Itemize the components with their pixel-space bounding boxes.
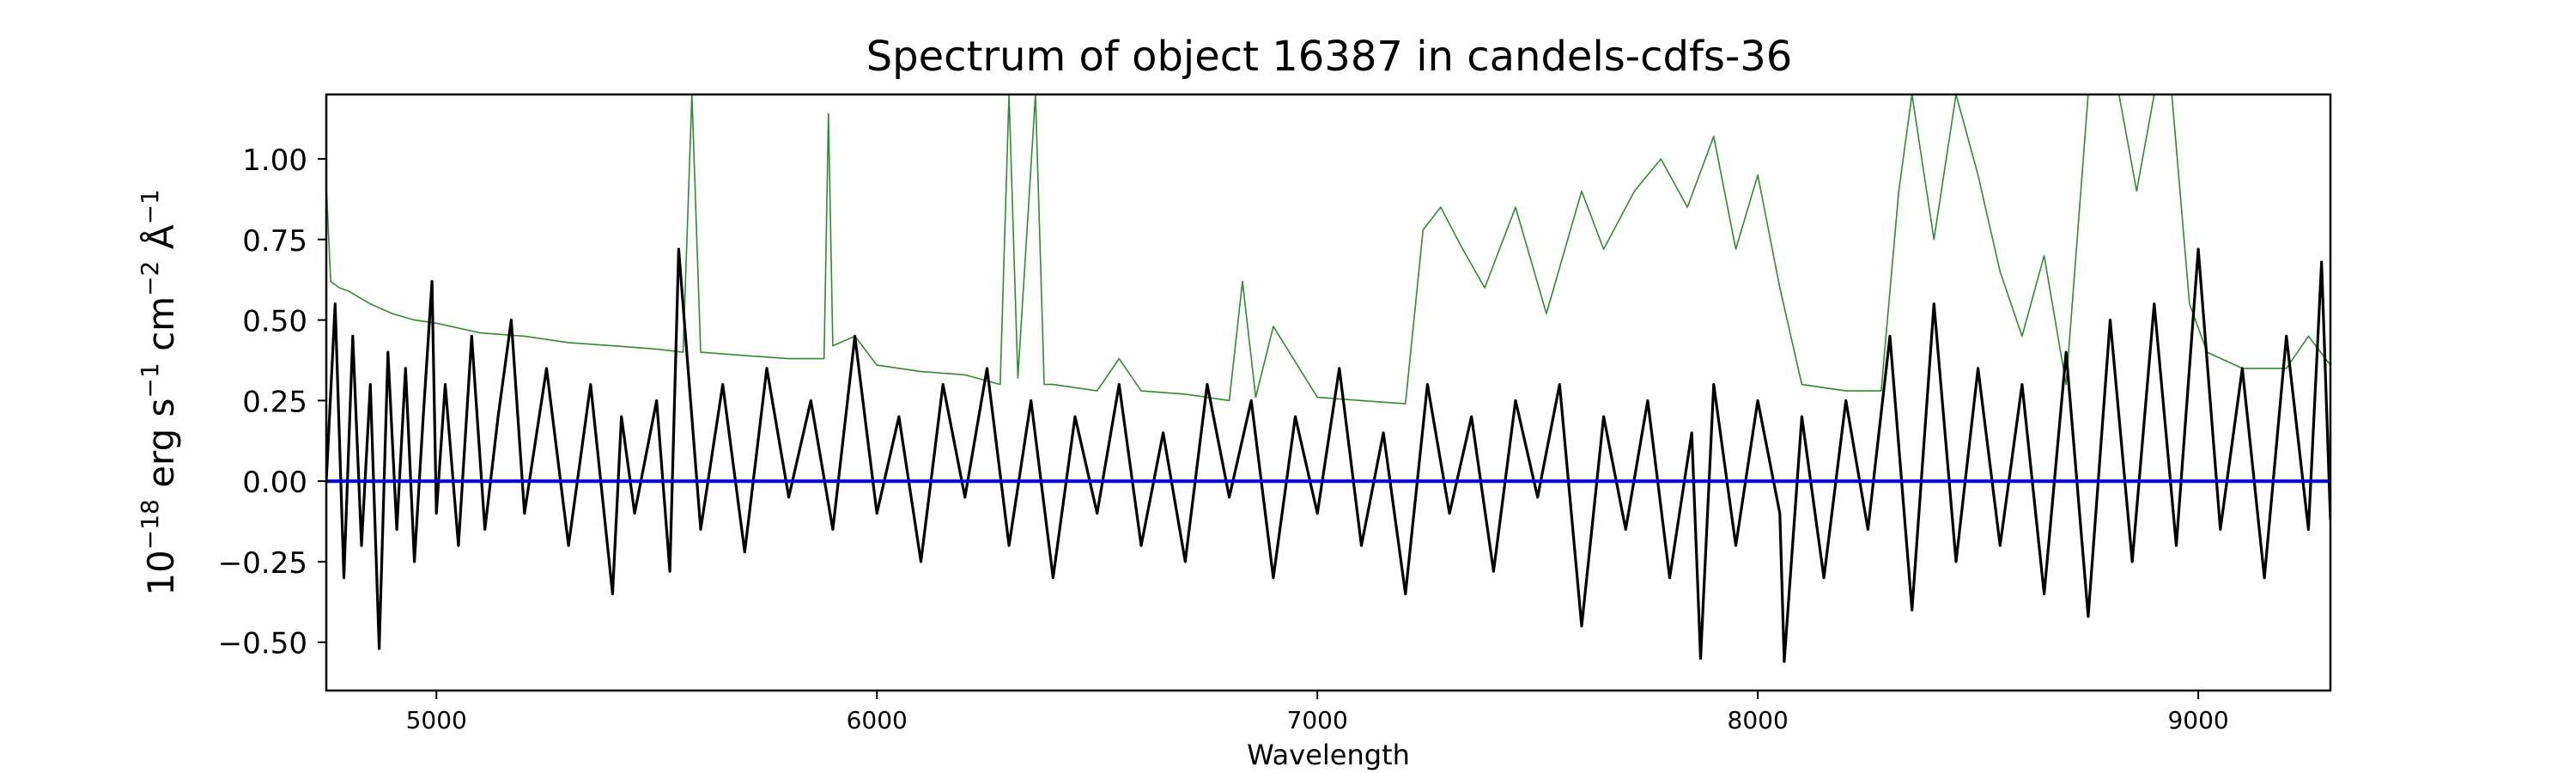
y-axis-label: 10−18 erg s−1 cm−2 Å−1: [136, 189, 182, 595]
x-tick-label: 6000: [847, 706, 908, 734]
x-axis-label: Wavelength: [1247, 739, 1410, 771]
x-tick-label: 9000: [2167, 706, 2228, 734]
y-tick-label: −0.50: [218, 627, 307, 661]
y-tick-label: 1.00: [242, 143, 307, 178]
y-tick-label: 0.00: [242, 466, 307, 500]
y-tick-label: 0.25: [242, 385, 307, 419]
chart-title: Spectrum of object 16387 in candels-cdfs…: [866, 33, 1793, 81]
y-tick-label: 0.50: [242, 305, 307, 339]
x-tick-label: 5000: [406, 706, 467, 734]
y-tick-label: −0.25: [218, 546, 307, 581]
error-series-line: [326, 94, 2330, 405]
flux-series-line: [326, 247, 2330, 663]
y-axis-ticks: −0.50 −0.25 0.00 0.25 0.50 0.75 1.00: [218, 143, 326, 661]
plot-lines: [326, 94, 2330, 663]
y-tick-label: 0.75: [242, 224, 307, 259]
plot-frame: [325, 93, 2332, 692]
x-tick-label: 8000: [1728, 706, 1789, 734]
x-tick-label: 7000: [1287, 706, 1348, 734]
x-axis-ticks: 5000 6000 7000 8000 9000: [406, 691, 2229, 734]
